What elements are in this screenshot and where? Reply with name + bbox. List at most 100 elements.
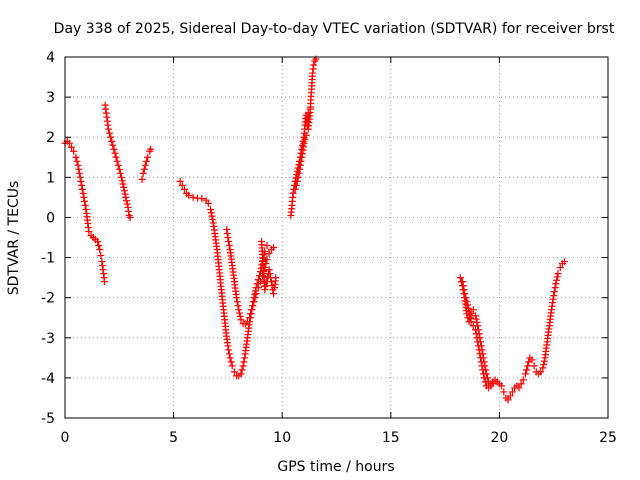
data-point — [123, 197, 131, 205]
data-point — [297, 157, 305, 165]
data-point — [263, 242, 271, 250]
data-point — [120, 183, 128, 191]
data-point — [208, 212, 216, 220]
data-point — [528, 356, 536, 364]
y-tick-label: 4 — [46, 50, 55, 66]
data-point — [553, 273, 561, 281]
data-point — [270, 244, 278, 252]
data-point — [289, 189, 297, 197]
data-point — [94, 238, 102, 246]
data-point — [207, 205, 215, 213]
data-point — [310, 61, 318, 69]
data-point — [266, 270, 274, 278]
data-point — [75, 169, 83, 177]
data-point — [119, 180, 127, 188]
data-point — [230, 368, 238, 376]
data-point — [524, 362, 532, 370]
data-point — [294, 173, 302, 181]
data-point — [479, 366, 487, 374]
data-point — [460, 286, 468, 294]
data-point — [139, 169, 147, 177]
data-point — [101, 278, 109, 286]
axes: 0 5 10 15 20 25 -5 -4 -3 -2 -1 0 1 2 3 4 — [41, 50, 617, 446]
data-point — [517, 380, 525, 388]
data-point — [225, 242, 233, 250]
series-seg4 — [176, 177, 271, 380]
data-point — [472, 330, 480, 338]
data-point — [292, 181, 300, 189]
x-tick-label: 20 — [490, 430, 508, 446]
series-seg6b — [458, 278, 497, 392]
data-point — [207, 209, 215, 217]
y-tick-label: -2 — [41, 291, 55, 307]
data-point — [106, 129, 114, 137]
data-point — [233, 298, 241, 306]
data-point — [556, 264, 564, 272]
data-point — [233, 294, 241, 302]
data-point — [240, 358, 248, 366]
data-point — [550, 288, 558, 296]
data-point — [476, 350, 484, 358]
data-point — [474, 338, 482, 346]
data-point — [77, 177, 85, 185]
data-point — [302, 131, 310, 139]
data-point — [498, 382, 506, 390]
data-point — [251, 294, 259, 302]
y-tick-label: 1 — [46, 170, 55, 186]
data-point — [74, 161, 82, 169]
series-seg3 — [138, 145, 155, 183]
data-point — [81, 201, 89, 209]
y-tick-label: 3 — [46, 90, 55, 106]
data-point — [519, 376, 527, 384]
data-point — [246, 314, 254, 322]
data-point — [227, 358, 235, 366]
x-tick-label: 0 — [61, 430, 70, 446]
data-point — [178, 181, 186, 189]
data-point — [68, 143, 76, 151]
data-point — [115, 165, 123, 173]
data-point — [73, 157, 81, 165]
data-point — [550, 292, 558, 300]
data-point — [466, 314, 474, 322]
series-seg2 — [101, 101, 134, 221]
data-point — [235, 306, 243, 314]
data-point — [539, 364, 547, 372]
x-axis-label: GPS time / hours — [277, 459, 394, 475]
chart-title: Day 338 of 2025, Sidereal Day-to-day VTE… — [54, 21, 615, 37]
data-point — [76, 173, 84, 181]
y-tick-label: -3 — [41, 331, 55, 347]
data-point — [473, 318, 481, 326]
data-point — [248, 306, 256, 314]
data-point — [104, 125, 112, 133]
y-axis-label: SDTVAR / TECUs — [6, 181, 22, 296]
data-point — [296, 161, 304, 169]
data-point — [241, 354, 249, 362]
data-point — [234, 302, 242, 310]
data-point — [97, 252, 105, 260]
x-tick-label: 15 — [382, 430, 400, 446]
data-point — [265, 266, 273, 274]
data-point — [72, 153, 80, 161]
data-point — [466, 311, 474, 319]
data-point — [461, 290, 469, 298]
data-point — [226, 354, 234, 362]
data-point — [85, 227, 93, 235]
data-point — [504, 396, 512, 404]
data-point — [225, 350, 233, 358]
data-point — [237, 316, 245, 324]
data-point — [472, 326, 480, 334]
data-point — [243, 318, 251, 326]
data-point — [270, 290, 278, 298]
data-point — [224, 342, 232, 350]
data-point — [180, 185, 188, 193]
data-point — [113, 157, 121, 165]
data-point — [118, 177, 126, 185]
data-point — [80, 193, 88, 201]
data-point — [540, 361, 548, 369]
data-point — [475, 346, 483, 354]
data-point — [459, 282, 467, 290]
data-point — [463, 298, 471, 306]
data-point — [551, 284, 559, 292]
grid-lines — [65, 57, 608, 418]
y-tick-label: 2 — [46, 130, 55, 146]
